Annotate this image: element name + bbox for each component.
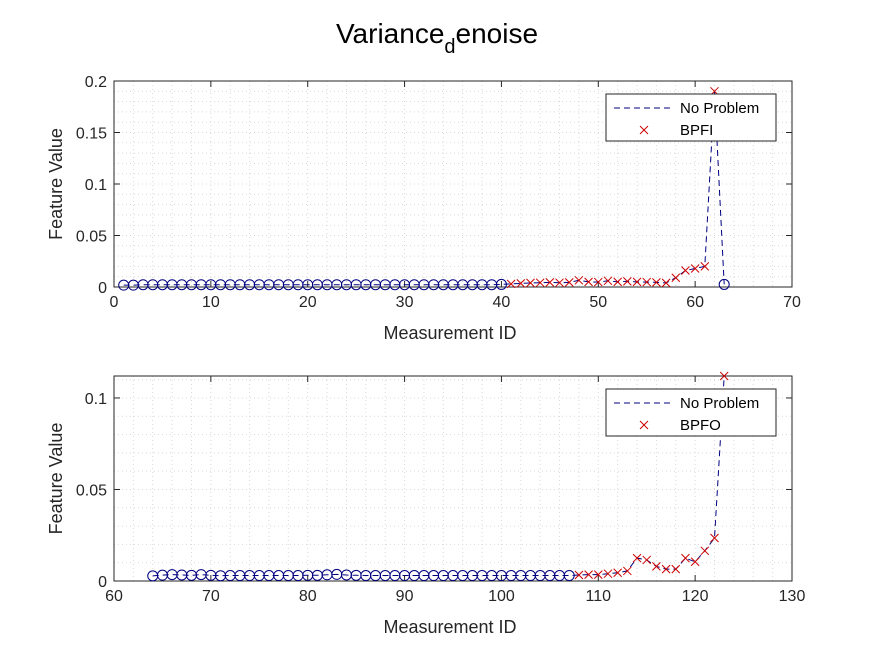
fault-marker [603,569,613,579]
no-problem-marker [495,278,507,290]
fault-marker [661,564,671,574]
fault-marker [545,278,555,287]
fault-marker [555,278,564,288]
fault-marker [690,264,700,273]
fault-marker [535,278,545,288]
fault-marker [681,553,690,563]
x-axis-label: Measurement ID [383,323,516,343]
fault-marker [613,277,623,287]
fault-marker [632,277,642,287]
legend-label-no-problem: No Problem [680,100,759,117]
y-tick-label: 0.1 [85,391,107,408]
fault-marker [574,570,584,580]
y-tick-label: 0.15 [76,126,107,143]
y-axis-label: Feature Value [46,128,66,240]
y-tick-label: 0.05 [76,229,107,246]
fault-marker [652,278,661,287]
legend-label-fault: BPFI [680,122,713,139]
x-tick-label: 50 [589,294,607,311]
fault-marker [622,276,632,286]
y-tick-label: 0 [98,574,107,591]
x-tick-label: 70 [783,294,801,311]
y-tick-label: 0.1 [85,177,107,194]
fault-marker [681,266,690,275]
x-tick-label: 100 [488,588,515,605]
fault-marker [642,555,652,565]
fault-marker [574,275,584,285]
fault-marker [613,568,623,578]
fault-marker [710,533,719,543]
fault-marker [516,279,526,288]
x-tick-label: 130 [779,588,806,605]
legend-marker-fault [639,125,649,135]
legend-label-no-problem: No Problem [680,395,759,412]
fault-marker [642,277,652,287]
fault-marker [700,546,710,556]
fault-marker [700,262,710,271]
fault-marker [719,371,729,381]
title-main: Variance [336,18,444,49]
fault-marker [584,277,593,287]
x-tick-label: 10 [202,294,220,311]
fault-marker [593,570,603,579]
x-tick-label: 40 [493,294,511,311]
fault-marker [661,278,671,288]
x-tick-label: 90 [396,588,414,605]
fault-marker [671,273,681,283]
x-tick-label: 60 [686,294,704,311]
x-tick-label: 120 [682,588,709,605]
x-axis-label: Measurement ID [383,617,516,637]
legend: No Problem BPFO [605,388,777,437]
fault-marker [690,557,700,567]
x-tick-label: 110 [586,588,612,605]
fault-marker [593,277,603,287]
fault-marker [603,276,613,286]
y-tick-label: 0.2 [85,74,107,91]
x-tick-label: 80 [299,588,317,605]
no-problem-marker [563,570,575,582]
y-tick-label: 0.05 [76,482,107,499]
x-tick-label: 60 [105,588,123,605]
x-tick-label: 20 [299,294,317,311]
y-axis-label: Feature Value [46,423,66,535]
x-tick-label: 70 [202,588,220,605]
title-subscript: d [444,36,455,58]
fault-marker [632,553,642,563]
legend-label-fault: BPFO [680,417,721,434]
y-tick-label: 0 [98,280,107,297]
title-tail: enoise [456,18,539,49]
x-tick-label: 30 [396,294,414,311]
legend: No Problem BPFI [605,93,777,142]
fault-marker [564,278,574,287]
figure-title: Variancedenoise [336,18,538,58]
fault-marker [671,564,681,574]
fault-marker [584,570,593,579]
fault-marker [526,278,535,288]
no-problem-marker [718,278,730,290]
x-tick-label: 0 [110,294,119,311]
fault-marker [652,562,661,571]
legend-box [605,93,777,142]
fault-marker [506,279,516,289]
bottom-axes: 60 70 80 90 100 110 120 130 0 0.05 0.1 Measurement … [46,371,806,637]
fault-marker [622,566,632,576]
series-line-no-problem [123,91,725,286]
legend-box [605,388,777,437]
top-axes: 0 10 20 30 40 50 60 70 0 0.05 0.1 0.15 0.2 Measuremen… [46,74,801,343]
legend-marker-fault [639,420,649,430]
